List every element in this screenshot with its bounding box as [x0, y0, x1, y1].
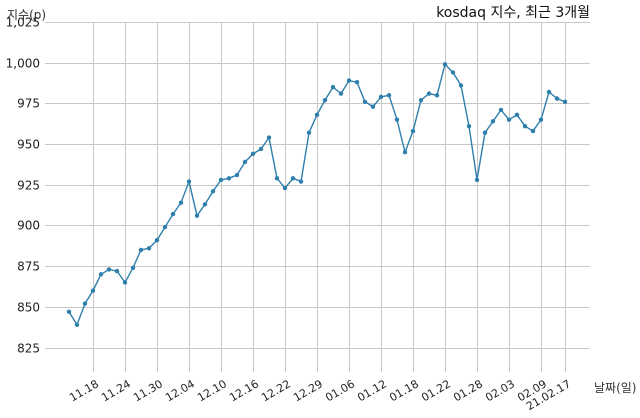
x-tick-label: 01.28 — [451, 377, 485, 404]
y-tick-label: 900 — [17, 219, 40, 233]
x-tick-label: 11.24 — [99, 377, 133, 404]
data-point — [426, 91, 432, 96]
data-point — [186, 179, 192, 184]
data-point — [490, 119, 496, 124]
y-tick-label: 1,025 — [6, 16, 40, 30]
data-point — [146, 246, 152, 251]
data-point — [234, 172, 240, 178]
data-point — [522, 123, 528, 129]
x-tick-label: 12.22 — [259, 377, 293, 404]
data-point — [74, 322, 80, 327]
data-point — [330, 84, 336, 90]
x-tick-label: 01.22 — [419, 377, 453, 404]
data-point — [554, 96, 560, 101]
data-point — [66, 309, 72, 314]
data-point — [346, 78, 352, 83]
data-point — [98, 272, 104, 277]
data-point — [306, 130, 312, 135]
data-point — [194, 213, 200, 218]
data-point — [122, 280, 128, 285]
data-point — [538, 117, 544, 122]
data-point — [282, 185, 288, 191]
data-point — [266, 135, 272, 140]
data-point — [378, 94, 384, 100]
data-point — [418, 97, 424, 103]
data-point — [314, 112, 320, 117]
x-tick-label: 01.06 — [323, 377, 357, 404]
x-tick-label: 12.29 — [291, 377, 325, 404]
x-tick-label: 11.18 — [67, 377, 101, 404]
data-point — [162, 224, 168, 230]
x-tick-label: 02.03 — [483, 377, 517, 404]
data-point — [138, 247, 144, 253]
data-point — [322, 97, 328, 103]
x-tick-label: 01.12 — [355, 377, 389, 404]
data-point — [450, 70, 456, 75]
data-point — [562, 99, 568, 104]
data-point — [338, 91, 344, 96]
y-tick-label: 875 — [17, 260, 40, 274]
data-point — [354, 80, 360, 85]
data-point — [402, 150, 408, 155]
data-point — [170, 211, 176, 217]
data-point — [546, 89, 552, 95]
data-point — [154, 237, 160, 243]
data-point — [386, 93, 392, 98]
y-tick-label: 825 — [17, 342, 40, 356]
data-point — [82, 301, 88, 306]
data-point — [226, 176, 232, 181]
x-axis-ticks: 11.1811.2411.3012.0412.1012.1612.2212.29… — [67, 377, 573, 413]
y-tick-label: 925 — [17, 179, 40, 193]
x-tick-label: 12.04 — [163, 377, 197, 404]
data-point — [482, 130, 488, 135]
y-tick-label: 1,000 — [6, 57, 40, 71]
data-point — [442, 62, 448, 67]
x-tick-label: 01.18 — [387, 377, 421, 404]
y-tick-label: 975 — [17, 97, 40, 111]
data-point — [466, 123, 472, 129]
data-point — [362, 99, 368, 104]
data-point — [298, 179, 304, 184]
y-tick-label: 850 — [17, 301, 40, 315]
data-point — [114, 268, 120, 274]
data-point — [274, 176, 280, 181]
data-point — [434, 93, 440, 98]
y-tick-label: 950 — [17, 138, 40, 152]
data-point — [290, 176, 296, 181]
data-point — [530, 128, 536, 134]
y-axis-label: 지수(p) — [7, 8, 46, 22]
data-point — [394, 117, 400, 122]
data-point — [178, 200, 184, 205]
y-axis-ticks: 825 850 875 900 925 950 975 1,000 1,025 — [6, 16, 40, 356]
data-point — [218, 177, 224, 183]
data-point — [514, 112, 520, 117]
x-tick-label: 12.16 — [227, 377, 261, 404]
x-tick-label: 11.30 — [131, 377, 165, 404]
data-point — [506, 117, 512, 122]
chart-title: kosdaq 지수, 최근 3개월 — [436, 5, 590, 21]
data-point — [130, 265, 136, 271]
data-point — [250, 151, 256, 157]
data-point — [258, 146, 264, 152]
grid-layer — [45, 22, 590, 372]
data-point — [474, 177, 480, 183]
data-point — [242, 159, 248, 165]
x-tick-label: 12.10 — [195, 377, 229, 404]
data-point — [458, 83, 464, 88]
data-point — [498, 107, 504, 113]
data-point — [90, 288, 96, 293]
data-point — [410, 128, 416, 134]
data-point — [106, 267, 112, 272]
data-point — [210, 189, 216, 194]
x-axis-label: 날짜(일) — [594, 381, 636, 395]
series-layer — [66, 62, 568, 327]
data-point — [202, 202, 208, 207]
data-point — [370, 104, 376, 109]
